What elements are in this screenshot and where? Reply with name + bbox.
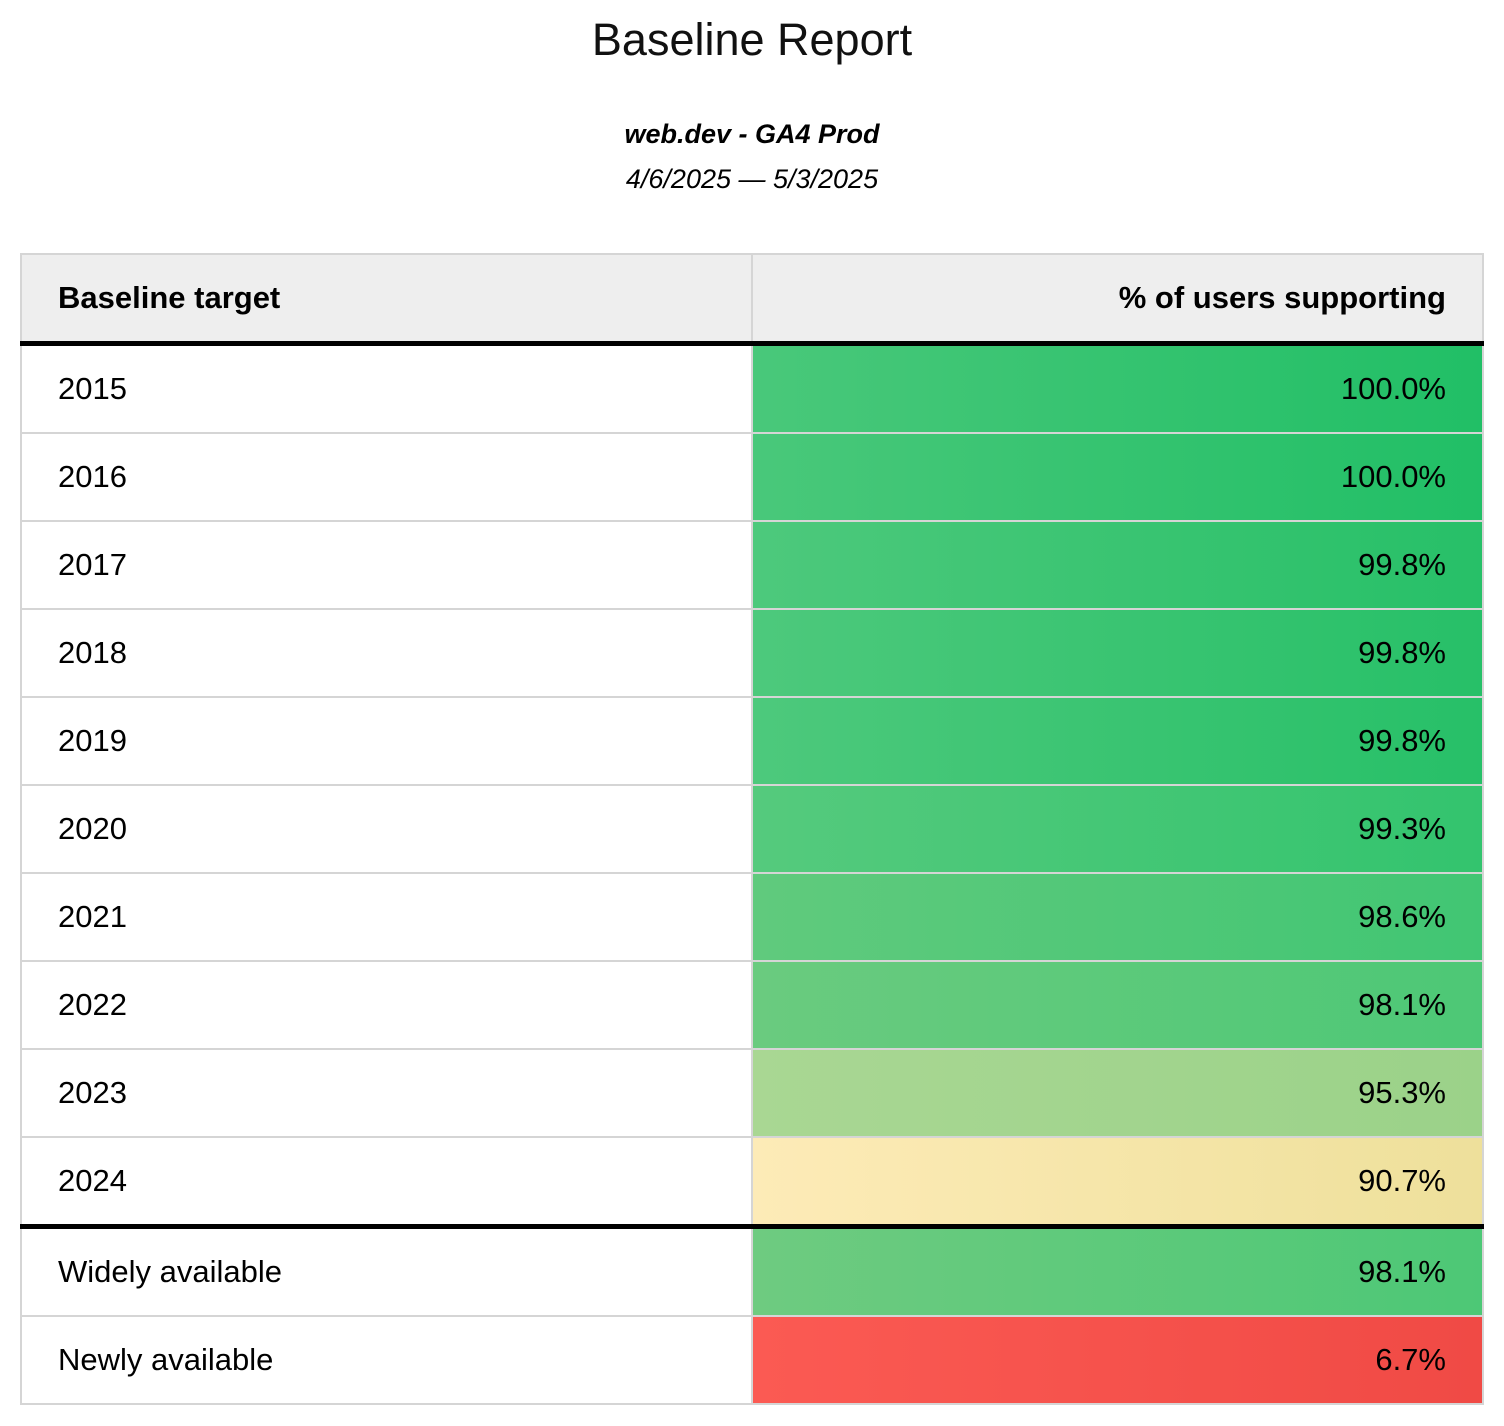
baseline-target-cell: 2022	[20, 959, 753, 1050]
table-row: 2017 99.8%	[20, 519, 1484, 610]
table-row: Newly available 6.7%	[20, 1314, 1484, 1405]
baseline-target-cell: Widely available	[20, 1223, 753, 1317]
report-date-range: 4/6/2025 — 5/3/2025	[625, 164, 879, 195]
table-row: 2020 99.3%	[20, 783, 1484, 874]
baseline-target-cell: 2020	[20, 783, 753, 874]
table-row: 2015 100.0%	[20, 342, 1484, 434]
baseline-target-cell: 2015	[20, 342, 753, 434]
percent-supporting-cell: 6.7%	[751, 1314, 1484, 1405]
table-row: Widely available 98.1%	[20, 1223, 1484, 1317]
baseline-target-cell: Newly available	[20, 1314, 753, 1405]
report-header: Baseline Report web.dev - GA4 Prod 4/6/2…	[0, 0, 1504, 196]
table-header: Baseline target % of users supporting	[20, 252, 1484, 346]
table-row: 2016 100.0%	[20, 431, 1484, 522]
baseline-target-cell: 2019	[20, 695, 753, 786]
baseline-target-cell: 2018	[20, 607, 753, 698]
baseline-target-cell: 2017	[20, 519, 753, 610]
page-title: Baseline Report	[591, 14, 913, 65]
report-subtitle: web.dev - GA4 Prod	[624, 118, 880, 149]
percent-supporting-cell: 99.8%	[751, 519, 1484, 610]
column-header-percent-supporting: % of users supporting	[751, 252, 1484, 346]
percent-supporting-cell: 100.0%	[751, 431, 1484, 522]
header-row: Baseline target % of users supporting	[20, 252, 1484, 346]
baseline-target-cell: 2023	[20, 1047, 753, 1138]
percent-supporting-cell: 98.1%	[751, 959, 1484, 1050]
baseline-target-cell: 2024	[20, 1135, 753, 1228]
table-row: 2022 98.1%	[20, 959, 1484, 1050]
percent-supporting-cell: 90.7%	[751, 1135, 1484, 1228]
percent-supporting-cell: 95.3%	[751, 1047, 1484, 1138]
percent-supporting-cell: 99.8%	[751, 695, 1484, 786]
table-row: 2021 98.6%	[20, 871, 1484, 962]
percent-supporting-cell: 98.6%	[751, 871, 1484, 962]
column-header-baseline-target: Baseline target	[20, 252, 753, 346]
percent-supporting-cell: 99.3%	[751, 783, 1484, 874]
table-row: 2019 99.8%	[20, 695, 1484, 786]
baseline-target-cell: 2016	[20, 431, 753, 522]
table-row: 2023 95.3%	[20, 1047, 1484, 1138]
baseline-report-table: Baseline target % of users supporting 20…	[20, 252, 1484, 1405]
table-body: 2015 100.0% 2016 100.0% 2017 99.8% 2018 99.8% 20…	[20, 342, 1484, 1405]
percent-supporting-cell: 98.1%	[751, 1223, 1484, 1317]
table-row: 2024 90.7%	[20, 1135, 1484, 1228]
baseline-target-cell: 2021	[20, 871, 753, 962]
percent-supporting-cell: 99.8%	[751, 607, 1484, 698]
table-row: 2018 99.8%	[20, 607, 1484, 698]
percent-supporting-cell: 100.0%	[751, 342, 1484, 434]
